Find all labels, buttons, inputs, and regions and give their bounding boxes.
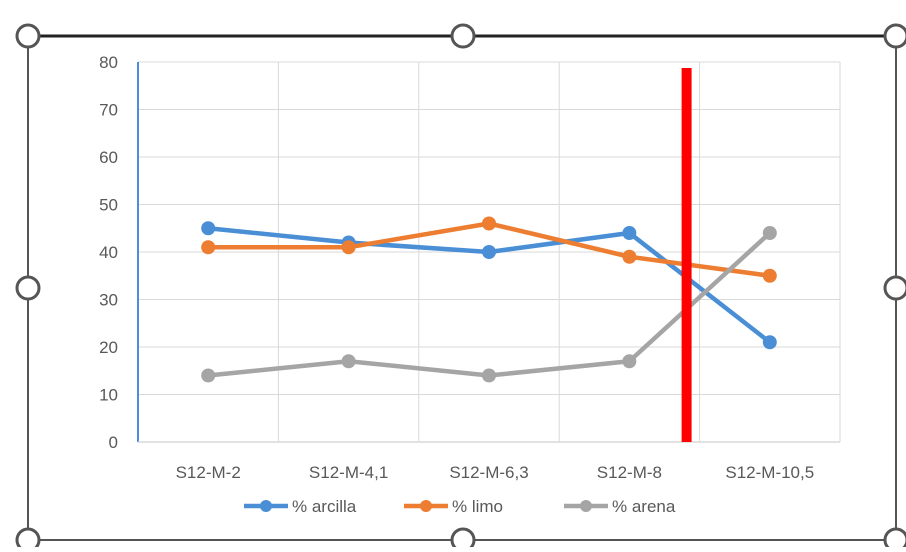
data-point xyxy=(622,354,637,369)
y-tick-label: 30 xyxy=(99,291,118,310)
y-tick-labels: 0 10 20 30 40 50 60 70 80 xyxy=(99,53,118,452)
resize-handle[interactable] xyxy=(450,527,476,552)
y-tick-label: 70 xyxy=(99,101,118,120)
x-tick-label: S12-M-2 xyxy=(176,463,241,482)
data-point xyxy=(341,240,356,255)
legend-label: % arcilla xyxy=(292,497,357,516)
data-point xyxy=(762,268,777,283)
data-point xyxy=(482,368,496,383)
resize-handle[interactable] xyxy=(15,275,41,301)
red-vertical-marker xyxy=(681,68,692,442)
axes xyxy=(137,62,840,443)
data-point xyxy=(482,245,496,259)
resize-handle[interactable] xyxy=(883,275,906,301)
gridlines xyxy=(138,61,841,442)
chart-border xyxy=(27,35,897,541)
resize-handle[interactable] xyxy=(15,23,41,49)
x-tick-label: S12-M-4,1 xyxy=(309,463,388,482)
x-tick-label: S12-M-10,5 xyxy=(725,463,814,482)
x-tick-label: S12-M-6,3 xyxy=(449,463,528,482)
series-lines xyxy=(201,216,777,383)
y-tick-label: 60 xyxy=(99,148,118,167)
y-tick-label: 20 xyxy=(99,338,118,357)
data-point xyxy=(201,221,216,236)
y-tick-label: 80 xyxy=(99,53,118,72)
y-tick-label: 40 xyxy=(99,243,118,262)
y-tick-label: 0 xyxy=(109,433,118,452)
data-point xyxy=(201,368,216,383)
resize-handle[interactable] xyxy=(883,23,906,49)
legend: % arcilla % limo % arena xyxy=(244,497,676,516)
data-point xyxy=(341,354,356,369)
data-point xyxy=(622,226,637,240)
resize-handle[interactable] xyxy=(450,23,476,49)
resize-handle[interactable] xyxy=(883,527,906,552)
x-tick-labels: S12-M-2 S12-M-4,1 S12-M-6,3 S12-M-8 S12-M-10… xyxy=(176,463,815,482)
y-tick-label: 50 xyxy=(99,196,118,215)
legend-marker xyxy=(420,500,432,512)
data-point xyxy=(201,240,216,255)
legend-marker xyxy=(580,500,592,512)
data-point xyxy=(482,216,496,231)
x-tick-label: S12-M-8 xyxy=(597,463,662,482)
legend-label: % limo xyxy=(452,497,503,516)
data-point xyxy=(762,226,777,240)
legend-marker xyxy=(260,500,272,512)
data-point xyxy=(622,249,637,264)
annotation-layer xyxy=(681,68,692,442)
legend-label: % arena xyxy=(612,497,676,516)
resize-handle[interactable] xyxy=(15,527,41,552)
data-point xyxy=(762,335,777,350)
y-tick-label: 10 xyxy=(99,386,118,405)
